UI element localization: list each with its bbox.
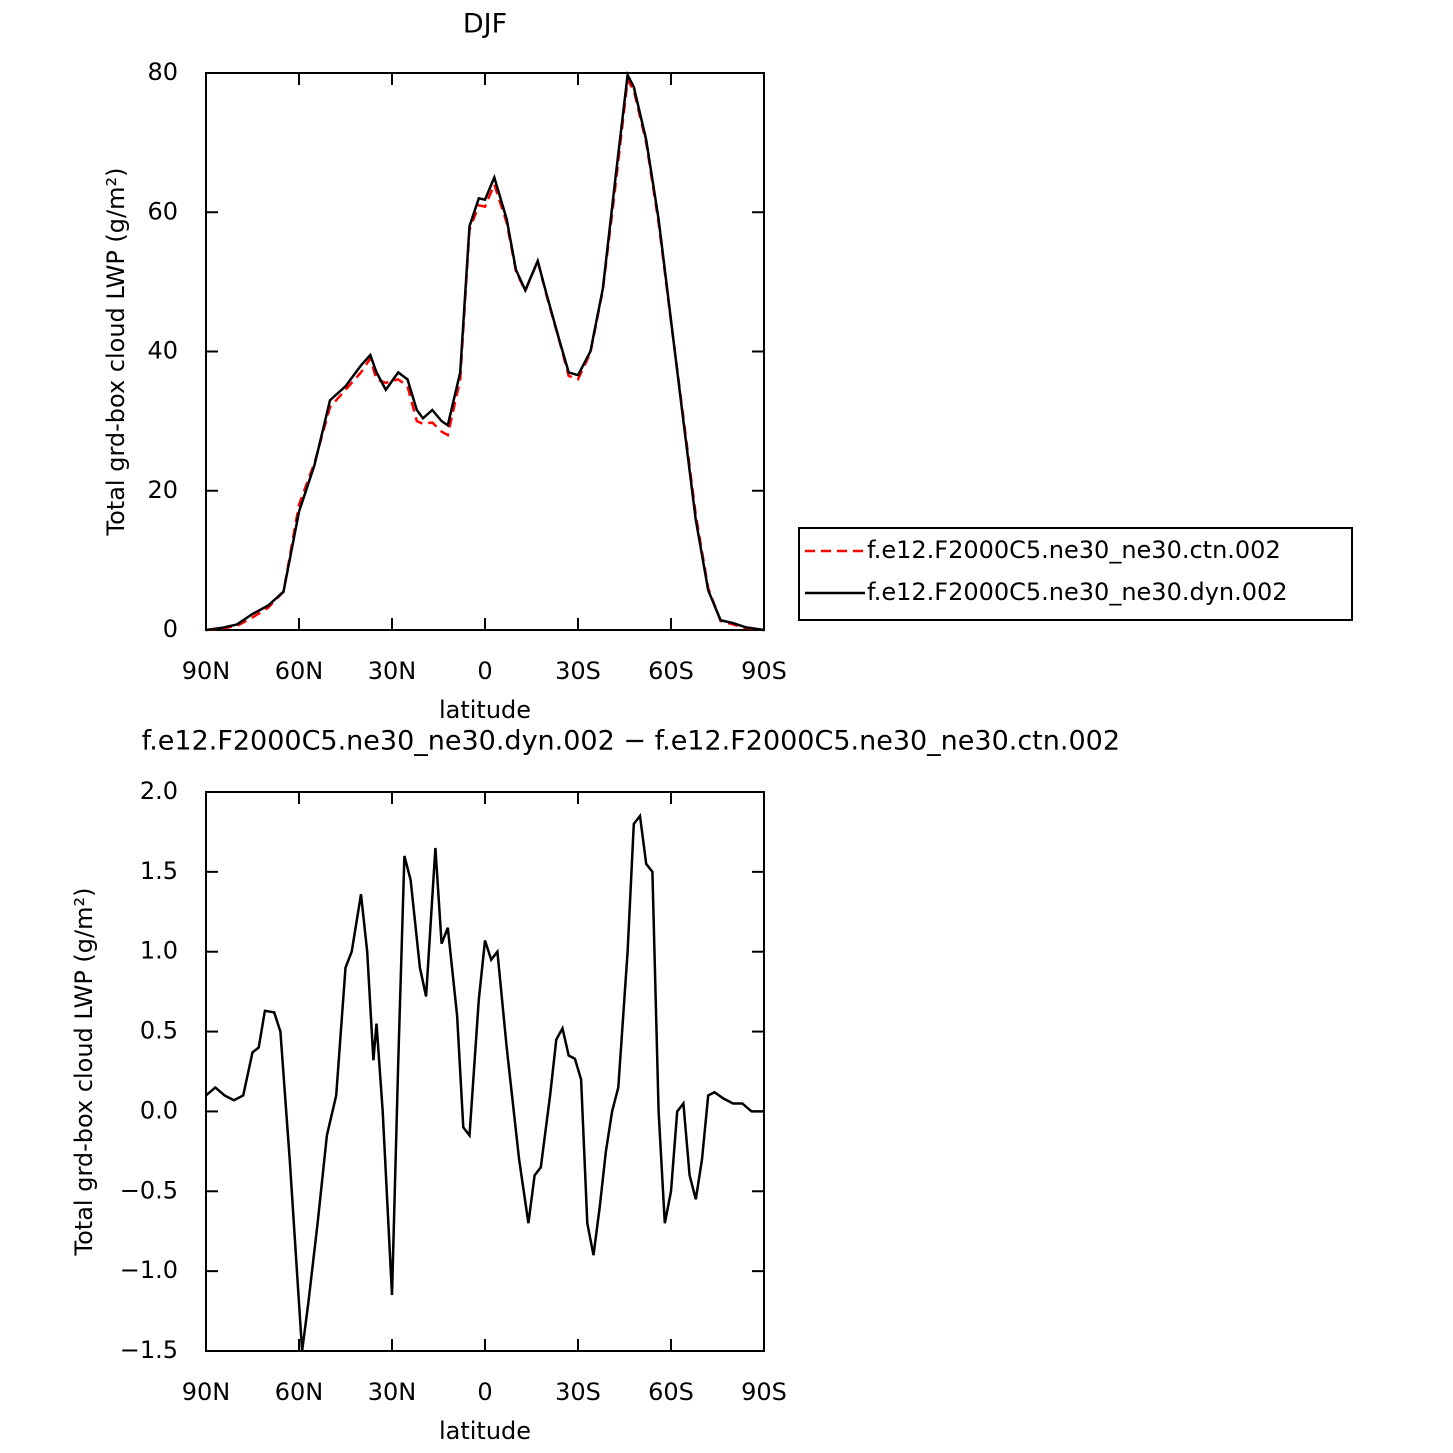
y-axis-label: Total grd-box cloud LWP (g/m²): [70, 888, 98, 1257]
y-tick-label: 40: [147, 337, 178, 365]
legend-label: f.e12.F2000C5.ne30_ne30.ctn.002: [867, 536, 1281, 564]
x-tick-label: 30S: [555, 1378, 601, 1406]
y-tick-label: 80: [147, 58, 178, 86]
x-axis-label: latitude: [439, 696, 531, 724]
chart-title: f.e12.F2000C5.ne30_ne30.dyn.002 − f.e12.…: [142, 726, 1120, 757]
y-tick-label: −1.0: [120, 1256, 178, 1284]
x-tick-label: 90S: [741, 657, 787, 685]
x-tick-label: 90N: [182, 657, 231, 685]
y-tick-label: −0.5: [120, 1176, 178, 1204]
y-tick-label: 60: [147, 197, 178, 225]
x-tick-label: 30N: [368, 1378, 417, 1406]
y-tick-label: 0: [163, 615, 178, 643]
plot-frame: [205, 72, 765, 631]
x-tick-label: 30N: [368, 657, 417, 685]
x-tick-label: 30S: [555, 657, 601, 685]
x-tick-label: 60N: [275, 1378, 324, 1406]
data-line: [205, 70, 765, 632]
legend-label: f.e12.F2000C5.ne30_ne30.dyn.002: [867, 578, 1288, 606]
data-line: [205, 812, 764, 1352]
plot-frame: [205, 791, 765, 1352]
x-axis-label: latitude: [439, 1417, 531, 1445]
x-tick-label: 90S: [741, 1378, 787, 1406]
x-tick-label: 0: [477, 657, 492, 685]
data-line: [205, 76, 765, 632]
legend-box: [798, 527, 1353, 621]
y-tick-label: 0.0: [140, 1096, 178, 1124]
y-tick-label: 20: [147, 476, 178, 504]
x-tick-label: 60S: [648, 1378, 694, 1406]
y-tick-label: −1.5: [120, 1336, 178, 1364]
y-tick-label: 0.5: [140, 1017, 178, 1045]
x-tick-label: 0: [477, 1378, 492, 1406]
y-tick-label: 1.0: [140, 937, 178, 965]
y-tick-label: 1.5: [140, 857, 178, 885]
x-tick-label: 60N: [275, 657, 324, 685]
y-axis-label: Total grd-box cloud LWP (g/m²): [102, 168, 130, 537]
x-tick-label: 60S: [648, 657, 694, 685]
y-tick-label: 2.0: [140, 777, 178, 805]
x-tick-label: 90N: [182, 1378, 231, 1406]
chart-title: DJF: [463, 9, 507, 40]
